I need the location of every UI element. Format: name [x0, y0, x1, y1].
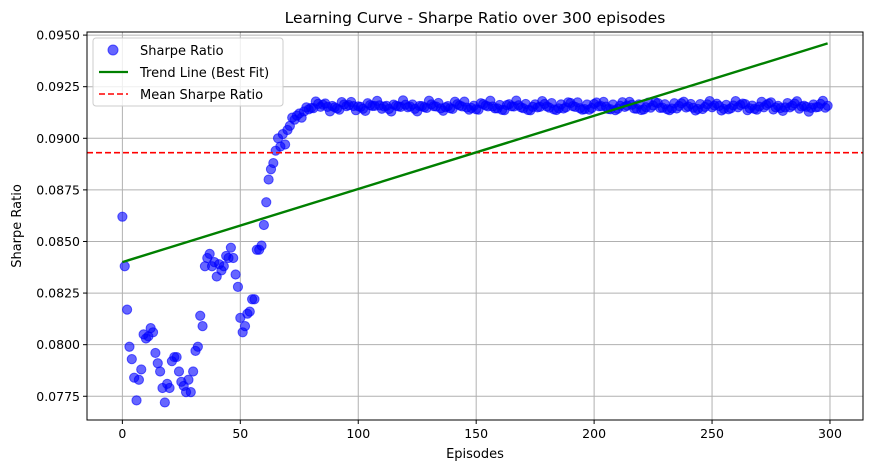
scatter-point — [268, 157, 279, 169]
x-tick-label: 150 — [464, 426, 488, 441]
y-tick-label: 0.0875 — [36, 182, 80, 197]
scatter-point — [256, 240, 267, 251]
scatter-point — [228, 252, 239, 264]
scatter-point — [195, 310, 206, 321]
scatter-point — [126, 354, 137, 365]
grid — [87, 32, 863, 420]
scatter-point — [159, 397, 170, 408]
scatter-point — [258, 219, 269, 231]
scatter-point — [239, 321, 251, 332]
x-tick-label: 50 — [232, 426, 248, 441]
legend-label-mean-line: Mean Sharpe Ratio — [140, 88, 263, 103]
y-tick-label: 0.0925 — [36, 79, 80, 94]
x-axis: 0 50 100 150 200 250 300 — [118, 420, 842, 441]
x-axis-label: Episodes — [446, 447, 504, 462]
scatter-point — [171, 351, 182, 363]
scatter-point — [188, 366, 199, 377]
scatter-point — [218, 261, 229, 272]
scatter-point — [155, 366, 166, 377]
scatter-point — [164, 382, 175, 394]
x-tick-label: 250 — [700, 426, 724, 441]
y-axis: 0.0775 0.0800 0.0825 0.0850 0.0875 0.0900 0.09… — [36, 28, 87, 404]
y-tick-label: 0.0900 — [36, 131, 80, 146]
scatter-point — [225, 242, 236, 253]
axes-frame — [86, 31, 864, 421]
scatter-point — [183, 374, 194, 385]
legend-frame — [92, 37, 284, 107]
scatter-point — [232, 281, 244, 292]
scatter-point — [263, 174, 274, 185]
legend-marker-sharpe-ratio — [107, 44, 119, 56]
x-tick-label: 0 — [118, 426, 126, 441]
scatter-point — [147, 327, 159, 338]
scatter-point — [192, 341, 203, 352]
scatter-point — [133, 374, 144, 385]
scatter-point — [197, 321, 208, 332]
scatter-point — [280, 139, 291, 150]
x-tick-label: 100 — [346, 426, 370, 441]
scatter-point — [131, 395, 142, 406]
scatter-point — [119, 261, 130, 272]
scatter-point — [249, 294, 260, 305]
legend-label-trend-line: Trend Line (Best Fit) — [139, 66, 269, 81]
y-tick-label: 0.0800 — [36, 337, 80, 352]
x-tick-label: 200 — [582, 426, 606, 441]
scatter-point — [822, 100, 833, 111]
scatter-point — [185, 387, 196, 398]
trend-line — [122, 42, 828, 264]
scatter-point — [173, 366, 185, 377]
scatter-point — [117, 211, 128, 222]
legend-label-sharpe-ratio: Sharpe Ratio — [140, 44, 224, 59]
legend: Sharpe Ratio Trend Line (Best Fit) Mean … — [92, 37, 284, 107]
scatter-point — [204, 248, 215, 259]
scatter-point — [230, 269, 241, 280]
y-tick-label: 0.0825 — [36, 286, 80, 301]
plot-area — [87, 42, 863, 408]
y-tick-label: 0.0850 — [36, 234, 80, 249]
scatter-point — [122, 304, 133, 315]
scatter-point — [244, 306, 255, 317]
x-tick-label: 300 — [818, 426, 842, 441]
chart-title: Learning Curve - Sharpe Ratio over 300 e… — [285, 9, 666, 27]
y-tick-label: 0.0775 — [36, 389, 80, 404]
scatter-point — [124, 341, 135, 352]
scatter-point — [152, 358, 163, 369]
scatter-point — [136, 364, 147, 375]
y-tick-label: 0.0950 — [36, 28, 80, 43]
scatter-point — [150, 347, 161, 359]
scatter-point — [261, 197, 272, 208]
y-axis-label: Sharpe Ratio — [10, 184, 25, 268]
